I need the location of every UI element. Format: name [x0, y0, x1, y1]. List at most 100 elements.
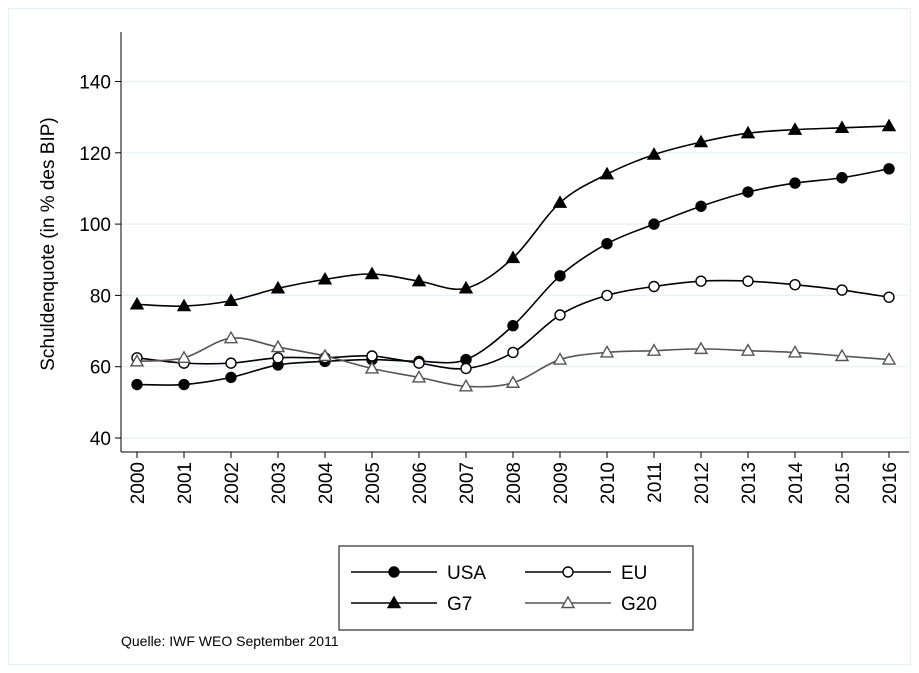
data-point-g20: [834, 348, 850, 362]
legend-label-g7: G7: [447, 594, 472, 615]
data-point-g20: [223, 330, 239, 344]
y-tick-label: 60: [90, 358, 111, 379]
axes: [120, 32, 909, 453]
data-point-g20: [599, 345, 615, 358]
data-point-g20: [411, 369, 427, 383]
data-point-g7: [693, 134, 709, 148]
data-point-usa: [695, 200, 707, 212]
x-tick-label: 2004: [316, 462, 337, 505]
data-point-g7: [129, 296, 145, 310]
data-point-g20: [129, 353, 145, 367]
series-eu: [131, 275, 895, 375]
data-point-usa: [742, 186, 754, 198]
x-tick-label: 2014: [786, 462, 807, 505]
x-tick-label: 2010: [598, 462, 619, 504]
data-point-g7: [646, 147, 662, 160]
data-point-g20: [364, 361, 380, 374]
data-point-eu: [648, 280, 660, 293]
x-tick-label: 2003: [269, 462, 290, 504]
data-point-eu: [413, 357, 425, 369]
x-tick-label: 2009: [551, 462, 572, 504]
series-g20: [129, 330, 897, 392]
data-point-eu: [601, 289, 613, 302]
data-point-g7: [599, 166, 615, 180]
x-tick-label: 2008: [504, 462, 525, 504]
legend-box: [338, 545, 694, 631]
data-point-usa: [554, 270, 566, 282]
data-point-eu: [225, 357, 237, 369]
data-point-g7: [270, 280, 286, 294]
data-point-usa: [225, 371, 237, 384]
x-tick-label: 2006: [410, 462, 431, 504]
y-axis-ticks: 40 60 80 100 120 140: [79, 73, 121, 450]
data-point-eu: [554, 309, 566, 321]
data-point-usa: [131, 378, 143, 391]
y-axis-label: Schuldenquote (in % des BIP): [38, 117, 59, 371]
legend-label-g20: G20: [621, 594, 657, 615]
data-point-eu: [742, 275, 754, 287]
x-tick-label: 2016: [880, 462, 901, 504]
y-tick-label: 140: [79, 73, 111, 94]
legend-marker-g20: [560, 595, 576, 609]
data-point-eu: [507, 346, 519, 359]
data-point-usa: [601, 238, 613, 250]
data-point-eu: [272, 352, 284, 364]
data-point-usa: [648, 218, 660, 230]
x-tick-label: 2011: [645, 462, 666, 503]
data-point-g7: [223, 293, 239, 306]
data-point-g7: [881, 118, 897, 132]
legend-marker-eu: [562, 566, 574, 578]
data-point-g7: [458, 280, 474, 294]
legend-marker-usa: [388, 566, 400, 578]
y-tick-label: 100: [79, 215, 111, 236]
y-tick-label: 40: [90, 429, 111, 450]
data-point-eu: [836, 284, 848, 296]
data-point-eu: [789, 279, 801, 291]
data-point-g7: [364, 266, 380, 280]
data-point-eu: [460, 362, 472, 375]
data-point-usa: [507, 320, 519, 332]
data-point-g20: [646, 343, 662, 356]
data-point-g20: [881, 352, 897, 365]
data-point-usa: [789, 177, 801, 189]
data-point-g7: [787, 122, 803, 135]
data-point-g7: [505, 250, 521, 264]
series-group: [129, 118, 897, 392]
data-point-g20: [317, 348, 333, 362]
x-tick-label: 2001: [175, 462, 196, 504]
data-point-g7: [317, 271, 333, 285]
legend-marker-g7: [386, 595, 402, 609]
data-point-g20: [270, 339, 286, 353]
y-tick-label: 120: [79, 144, 111, 165]
x-tick-label: 2007: [457, 462, 478, 504]
x-tick-label: 2005: [363, 462, 384, 504]
data-point-g7: [834, 120, 850, 134]
data-point-g20: [552, 352, 568, 365]
y-tick-label: 80: [90, 286, 111, 307]
data-point-usa: [178, 378, 190, 391]
data-point-eu: [366, 350, 378, 362]
data-point-eu: [695, 275, 707, 287]
data-point-g7: [411, 273, 427, 287]
data-point-eu: [883, 291, 895, 303]
data-point-g20: [458, 378, 474, 392]
x-tick-label: 2013: [739, 462, 760, 504]
x-tick-label: 2000: [128, 462, 149, 504]
data-point-g7: [740, 125, 756, 139]
legend-label-eu: EU: [621, 563, 647, 584]
x-axis-ticks: 2000 2001 2002 2003 2004 2005 2006 2007 2008 2009…: [128, 452, 901, 504]
x-tick-label: 2015: [833, 462, 854, 504]
x-tick-label: 2012: [692, 462, 713, 504]
data-point-usa: [836, 172, 848, 184]
legend: USA EU G7 G20: [338, 545, 694, 631]
data-point-usa: [883, 163, 895, 175]
legend-label-usa: USA: [447, 563, 486, 584]
x-tick-label: 2002: [222, 462, 243, 504]
data-point-g7: [176, 298, 192, 312]
data-point-g20: [176, 350, 192, 363]
data-point-g20: [740, 343, 756, 356]
source-note: Quelle: IWF WEO September 2011: [121, 633, 339, 649]
data-point-g7: [552, 195, 568, 208]
data-point-g20: [787, 345, 803, 358]
